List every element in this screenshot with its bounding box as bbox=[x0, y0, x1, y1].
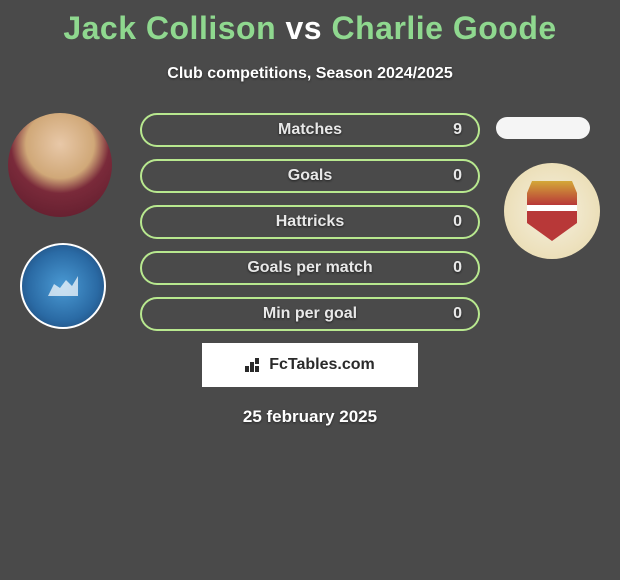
stat-value: 0 bbox=[453, 259, 462, 277]
bar-chart-icon bbox=[245, 358, 263, 372]
stat-value: 9 bbox=[453, 121, 462, 139]
branding-badge: FcTables.com bbox=[202, 343, 418, 387]
stat-label: Hattricks bbox=[276, 213, 344, 231]
stat-row-matches: Matches 9 bbox=[140, 113, 480, 147]
player2-avatar bbox=[496, 117, 590, 139]
stats-list: Matches 9 Goals 0 Hattricks 0 Goals per … bbox=[140, 113, 480, 331]
stat-row-goals: Goals 0 bbox=[140, 159, 480, 193]
player1-club-crest bbox=[20, 243, 106, 329]
player2-club-crest bbox=[504, 163, 600, 259]
player1-name: Jack Collison bbox=[63, 10, 276, 46]
vs-separator: vs bbox=[286, 10, 323, 46]
stat-value: 0 bbox=[453, 213, 462, 231]
player1-avatar bbox=[8, 113, 112, 217]
stat-label: Goals per match bbox=[247, 259, 372, 277]
subtitle: Club competitions, Season 2024/2025 bbox=[0, 65, 620, 83]
stat-row-goals-per-match: Goals per match 0 bbox=[140, 251, 480, 285]
comparison-title: Jack Collison vs Charlie Goode bbox=[0, 0, 620, 47]
stat-value: 0 bbox=[453, 305, 462, 323]
branding-text: FcTables.com bbox=[269, 356, 375, 374]
stat-label: Matches bbox=[278, 121, 342, 139]
stat-label: Goals bbox=[288, 167, 332, 185]
stat-row-min-per-goal: Min per goal 0 bbox=[140, 297, 480, 331]
stat-label: Min per goal bbox=[263, 305, 357, 323]
stat-row-hattricks: Hattricks 0 bbox=[140, 205, 480, 239]
player2-name: Charlie Goode bbox=[331, 10, 556, 46]
content-area: Matches 9 Goals 0 Hattricks 0 Goals per … bbox=[0, 113, 620, 427]
date-label: 25 february 2025 bbox=[0, 407, 620, 427]
stat-value: 0 bbox=[453, 167, 462, 185]
